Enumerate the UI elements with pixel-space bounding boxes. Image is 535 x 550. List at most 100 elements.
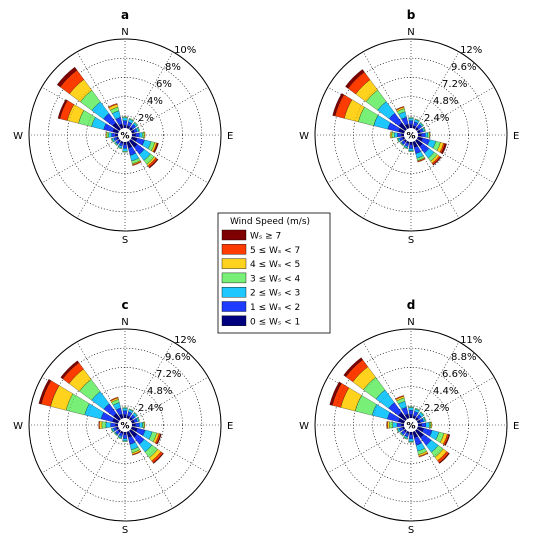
wind-bar-0-bin2 [408, 407, 414, 411]
wind-bar-270-bin1 [110, 422, 116, 428]
ring-overlay [67, 77, 183, 193]
radial-gridline [327, 134, 412, 184]
ring-label: 7.2% [442, 79, 467, 90]
wind-bar-180-bin1 [408, 434, 414, 440]
wind-bar-270-bin4 [105, 132, 108, 138]
direction-label-s: S [408, 235, 414, 246]
wind-bar-90-bin2 [139, 422, 143, 428]
wind-bar-337.5-bin5 [395, 106, 405, 111]
wind-bar-180-bin3 [122, 440, 128, 442]
wind-bar-22.5-bin3 [128, 408, 134, 412]
wind-bar-270-bin3 [391, 132, 395, 138]
wind-bar-180-bin3 [408, 441, 414, 443]
windrose-panel-b: % 2.4% 4.8% 7.2% 9.6% 12% N E S Wb [299, 8, 519, 246]
wind-bar-247.5-bin3 [110, 138, 114, 143]
wind-bar-90-bin2 [425, 132, 428, 138]
ring-label: 11% [460, 335, 482, 346]
wind-bar-315-bin6 [343, 357, 363, 377]
ring-overlay [86, 386, 164, 464]
ring-overlay [28, 328, 222, 522]
direction-label-s: S [122, 525, 128, 536]
wind-bar-0-bin2 [122, 408, 128, 411]
direction-label-w: W [299, 421, 309, 432]
windrose-panel-d: % 2.2% 4.4% 6.6% 8.8% 11% N E S Wd [299, 298, 519, 536]
wind-bar-0-bin1 [408, 120, 414, 125]
panel-letter: b [407, 8, 416, 22]
radial-gridline [124, 376, 209, 426]
ring-overlay [67, 367, 183, 483]
legend-label-bin5: 5 ≤ Wₛ < 7 [250, 246, 300, 256]
legend-swatch-bin0 [221, 315, 247, 326]
legend-swatch-bin3 [221, 272, 247, 284]
wind-bar-180-bin1 [122, 434, 128, 439]
wind-bar-270-bin2 [392, 422, 398, 428]
center-percent-label: % [120, 132, 129, 142]
wind-bar-270-bin2 [394, 132, 398, 138]
ring-overlay [372, 96, 450, 174]
direction-label-e: E [227, 131, 233, 142]
ring-label: 6.6% [442, 369, 467, 380]
windrose-panel-a: % 2% 4% 6% 8% 10% N E S Wa [13, 8, 233, 246]
wind-bar-135-bin6 [438, 452, 450, 464]
wind-bar-270-bin3 [101, 421, 107, 429]
wind-bar-90-bin4 [429, 132, 431, 138]
wind-bar-22.5-bin3 [128, 118, 135, 122]
wind-bar-202.5-bin3 [403, 146, 408, 150]
ring-overlay [314, 38, 508, 232]
legend-title: Wind Speed (m/s) [230, 217, 310, 227]
direction-label-n: N [121, 27, 128, 38]
ring-label: 9.6% [451, 62, 476, 73]
direction-label-n: N [407, 317, 414, 328]
wind-bar-112.5-bin6 [444, 434, 451, 446]
wind-bar-67.5-bin3 [423, 416, 427, 422]
wind-bar-157.5-bin5 [417, 158, 426, 163]
ring-overlay [314, 328, 508, 522]
wind-bar-67.5-bin3 [423, 126, 426, 132]
wind-bar-90-bin1 [421, 132, 426, 138]
legend: Wind Speed (m/s) Wₛ ≥ 7 5 ≤ Wₛ < 7 4 ≤ Wₛ <… [217, 212, 331, 334]
wind-bar-225-bin3 [399, 142, 404, 147]
ring-overlay [47, 348, 203, 503]
center-hole [404, 128, 418, 142]
center-percent-label: % [406, 132, 415, 142]
wind-bar-0-bin3 [408, 406, 414, 408]
legend-label-bin3: 3 ≤ Wₛ < 4 [250, 274, 301, 284]
wind-bar-337.5-bin5 [108, 103, 118, 109]
wind-bar-90-bin1 [135, 132, 140, 138]
center-percent-label: % [406, 422, 415, 432]
wind-bar-202.5-bin3 [117, 436, 122, 440]
wind-bar-292.5-bin6 [332, 93, 344, 117]
direction-label-e: E [513, 421, 519, 432]
center-hole [118, 128, 132, 142]
wind-bar-337.5-bin5 [109, 396, 119, 402]
ring-overlay [334, 348, 489, 503]
wind-bar-90-bin1 [135, 422, 140, 428]
wind-bar-180-bin2 [122, 148, 128, 152]
wind-bar-270-bin1 [396, 422, 402, 428]
wind-bar-247.5-bin3 [110, 428, 114, 433]
wind-bar-180-bin2 [408, 148, 414, 152]
wind-bar-247.5-bin3 [396, 428, 400, 433]
wind-bar-225-bin3 [399, 432, 404, 437]
legend-label-bin0: 0 ≤ Wₛ < 1 [250, 317, 300, 327]
wind-bar-180-bin3 [408, 150, 414, 152]
direction-label-w: W [299, 131, 309, 142]
ring-label: 2% [138, 113, 154, 124]
ring-label: 2.4% [138, 403, 163, 414]
wind-bar-180-bin1 [408, 144, 414, 149]
legend-label-bin4: 4 ≤ Wₛ < 5 [250, 260, 300, 270]
direction-label-s: S [408, 525, 414, 536]
wind-bar-45-bin3 [133, 121, 139, 127]
wind-bar-270-bin2 [108, 132, 112, 138]
wind-bar-270-bin2 [105, 422, 111, 428]
radial-gridline [76, 424, 126, 509]
wind-bar-270-bin3 [389, 421, 394, 429]
legend-swatch-bin4 [221, 258, 247, 269]
panel-letter: a [121, 8, 129, 22]
radial-gridline [41, 424, 126, 474]
radial-gridline [362, 134, 412, 219]
radial-gridline [410, 376, 495, 426]
wind-bar-112.5-bin6 [156, 433, 162, 445]
wind-bar-135-bin6 [148, 158, 159, 169]
ring-overlay [372, 386, 450, 464]
